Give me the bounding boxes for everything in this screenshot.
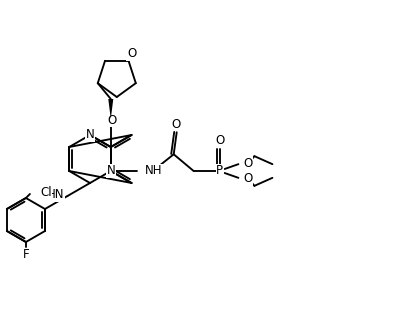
- Text: O: O: [215, 135, 224, 147]
- Text: N: N: [86, 129, 94, 142]
- Text: O: O: [171, 118, 180, 131]
- Text: HN: HN: [47, 189, 64, 202]
- Polygon shape: [108, 99, 113, 119]
- Text: NH: NH: [145, 165, 162, 177]
- Text: Cl: Cl: [40, 186, 51, 198]
- Text: N: N: [107, 165, 115, 177]
- Text: P: P: [216, 165, 223, 177]
- Text: F: F: [23, 249, 29, 262]
- Text: O: O: [127, 47, 136, 60]
- Text: O: O: [243, 157, 253, 170]
- Text: O: O: [243, 172, 253, 185]
- Text: O: O: [107, 114, 116, 127]
